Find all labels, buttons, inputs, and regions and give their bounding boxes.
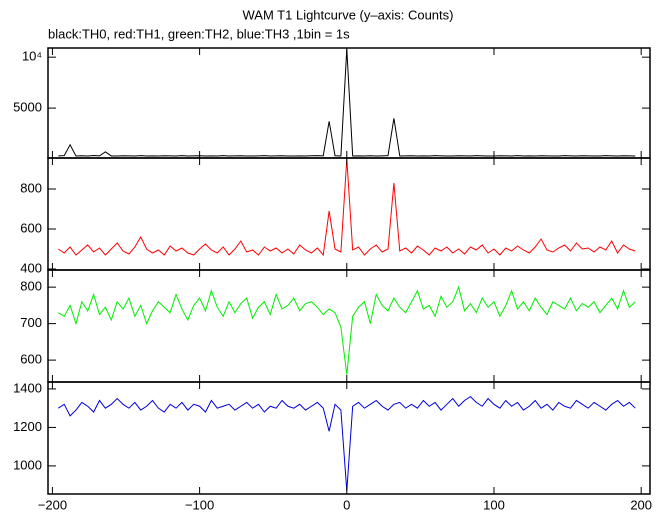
y-tick-label: 10⁴ (22, 49, 42, 64)
y-tick-label: 700 (20, 315, 42, 330)
panel-frame (47, 47, 651, 159)
x-tick-label: 0 (343, 497, 350, 512)
panel-frame (47, 381, 651, 495)
y-tick-label: 800 (20, 180, 42, 195)
lightcurve (58, 48, 636, 157)
x-tick-label: −100 (185, 497, 214, 512)
panel-frame (47, 157, 651, 271)
lightcurve (58, 285, 636, 375)
y-tick-label: 400 (20, 260, 42, 275)
y-tick-label: 1400 (13, 380, 42, 395)
y-tick-label: 5000 (13, 100, 42, 115)
lightcurve (58, 395, 636, 491)
y-tick-label: 600 (20, 352, 42, 367)
y-tick-label: 1000 (13, 457, 42, 472)
x-tick-label: 200 (630, 497, 652, 512)
lightcurve (58, 158, 636, 257)
x-tick-label: −200 (38, 497, 67, 512)
y-tick-label: 600 (20, 220, 42, 235)
panel-frame (47, 269, 651, 383)
chart-subtitle: black:TH0, red:TH1, green:TH2, blue:TH3 … (48, 26, 350, 41)
y-tick-label: 800 (20, 279, 42, 294)
y-tick-label: 1200 (13, 419, 42, 434)
x-tick-label: 100 (483, 497, 505, 512)
chart-title: WAM T1 Lightcurve (y–axis: Counts) (243, 7, 454, 22)
